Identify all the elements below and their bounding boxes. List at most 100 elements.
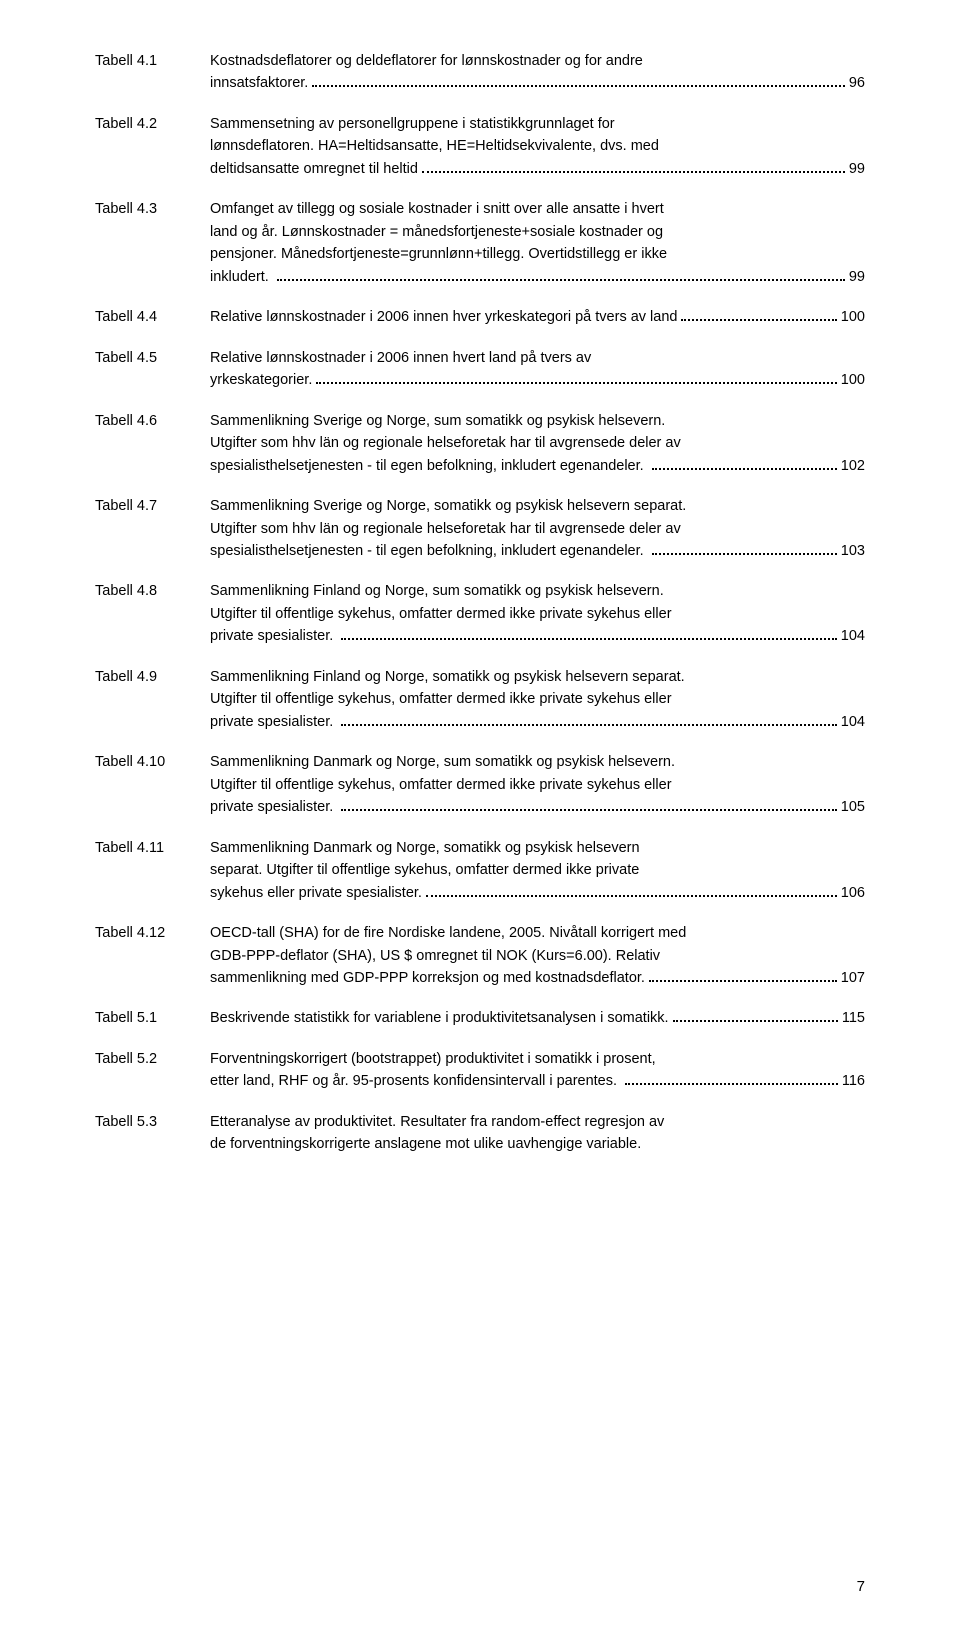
- toc-entry-lastline: etter land, RHF og år. 95-prosents konfi…: [210, 1070, 865, 1092]
- toc-entry-line: Sammenlikning Danmark og Norge, somatikk…: [210, 837, 865, 859]
- toc-entry-label: Tabell 4.2: [95, 113, 210, 135]
- toc-entry-text: innsatsfaktorer.: [210, 72, 308, 94]
- toc-entry-text: Sammenlikning Danmark og Norge, somatikk…: [210, 837, 640, 859]
- toc-leader-dots: [277, 268, 845, 281]
- toc-entry-line: pensjoner. Månedsfortjeneste=grunnlønn+t…: [210, 243, 865, 265]
- toc-entry-line: Utgifter som hhv län og regionale helsef…: [210, 518, 865, 540]
- toc-entry-lastline: spesialisthelsetjenesten - til egen befo…: [210, 455, 865, 477]
- toc-entry-line: Utgifter til offentlige sykehus, omfatte…: [210, 688, 865, 710]
- toc-entry-page: 104: [841, 625, 865, 647]
- toc-entry: Tabell 4.4Relative lønnskostnader i 2006…: [95, 306, 865, 328]
- toc-entry-text: Utgifter til offentlige sykehus, omfatte…: [210, 688, 672, 710]
- toc-entry-lastline: deltidsansatte omregnet til heltid 99: [210, 158, 865, 180]
- toc-leader-dots: [422, 160, 845, 173]
- toc-entry-label: Tabell 4.8: [95, 580, 210, 602]
- toc-entry-label: Tabell 4.9: [95, 666, 210, 688]
- toc-entry-line: GDB-PPP-deflator (SHA), US $ omregnet ti…: [210, 945, 865, 967]
- toc-entry-body: Sammensetning av personellgruppene i sta…: [210, 113, 865, 180]
- toc-entry: Tabell 4.11Sammenlikning Danmark og Norg…: [95, 837, 865, 904]
- toc-entry: Tabell 4.8Sammenlikning Finland og Norge…: [95, 580, 865, 647]
- toc-entry-label: Tabell 4.12: [95, 922, 210, 944]
- toc-entry-body: Beskrivende statistikk for variablene i …: [210, 1007, 865, 1029]
- toc-entry-line: Forventningskorrigert (bootstrappet) pro…: [210, 1048, 865, 1070]
- toc-entry: Tabell 4.12OECD-tall (SHA) for de fire N…: [95, 922, 865, 989]
- toc-entry-label: Tabell 5.3: [95, 1111, 210, 1133]
- toc-entry-page: 115: [842, 1007, 865, 1029]
- toc-entry-text: Kostnadsdeflatorer og deldeflatorer for …: [210, 50, 643, 72]
- toc-entry-line: land og år. Lønnskostnader = månedsfortj…: [210, 221, 865, 243]
- toc-entry-label: Tabell 4.10: [95, 751, 210, 773]
- toc-leader-dots: [652, 457, 837, 470]
- toc-entry-text: Sammenlikning Sverige og Norge, sum soma…: [210, 410, 665, 432]
- toc-entry-text: Sammenlikning Finland og Norge, somatikk…: [210, 666, 685, 688]
- toc-entry-text: inkludert.: [210, 266, 273, 288]
- toc-entry-page: 96: [849, 72, 865, 94]
- toc-leader-dots: [426, 884, 837, 897]
- toc-entry-text: land og år. Lønnskostnader = månedsfortj…: [210, 221, 663, 243]
- toc-entry-text: Sammenlikning Sverige og Norge, somatikk…: [210, 495, 686, 517]
- toc-entry-text: GDB-PPP-deflator (SHA), US $ omregnet ti…: [210, 945, 660, 967]
- toc-entry: Tabell 4.3Omfanget av tillegg og sosiale…: [95, 198, 865, 288]
- toc-entry-label: Tabell 4.1: [95, 50, 210, 72]
- toc-entry-label: Tabell 4.6: [95, 410, 210, 432]
- toc-entry-body: Omfanget av tillegg og sosiale kostnader…: [210, 198, 865, 288]
- toc-entry-text: OECD-tall (SHA) for de fire Nordiske lan…: [210, 922, 686, 944]
- toc-entry-label: Tabell 4.11: [95, 837, 210, 859]
- toc-entry-body: Etteranalyse av produktivitet. Resultate…: [210, 1111, 865, 1156]
- toc-entry-line: Sammenlikning Danmark og Norge, sum soma…: [210, 751, 865, 773]
- toc-entry-body: Forventningskorrigert (bootstrappet) pro…: [210, 1048, 865, 1093]
- toc-entry-page: 104: [841, 711, 865, 733]
- toc-leader-dots: [341, 628, 836, 641]
- toc-leader-dots: [652, 542, 837, 555]
- toc-entry-text: de forventningskorrigerte anslagene mot …: [210, 1133, 641, 1155]
- toc-leader-dots: [649, 969, 837, 982]
- toc-entry-body: Sammenlikning Finland og Norge, somatikk…: [210, 666, 865, 733]
- toc-entry-line: separat. Utgifter til offentlige sykehus…: [210, 859, 865, 881]
- toc-entry: Tabell 4.10Sammenlikning Danmark og Norg…: [95, 751, 865, 818]
- toc-entry-lastline: yrkeskategorier. 100: [210, 369, 865, 391]
- toc-entry-text: Omfanget av tillegg og sosiale kostnader…: [210, 198, 664, 220]
- toc-entry-label: Tabell 4.5: [95, 347, 210, 369]
- toc-entry-body: Kostnadsdeflatorer og deldeflatorer for …: [210, 50, 865, 95]
- toc-entry-line: Sammenlikning Finland og Norge, sum soma…: [210, 580, 865, 602]
- toc-entry-body: Sammenlikning Sverige og Norge, somatikk…: [210, 495, 865, 562]
- toc-entry-text: Utgifter til offentlige sykehus, omfatte…: [210, 774, 672, 796]
- toc-leader-dots: [316, 371, 836, 384]
- page: Tabell 4.1Kostnadsdeflatorer og deldefla…: [0, 0, 960, 1635]
- toc-entry: Tabell 4.7Sammenlikning Sverige og Norge…: [95, 495, 865, 562]
- toc-entry-line: Kostnadsdeflatorer og deldeflatorer for …: [210, 50, 865, 72]
- toc-entry-body: Sammenlikning Sverige og Norge, sum soma…: [210, 410, 865, 477]
- toc-entry-text: private spesialister.: [210, 711, 337, 733]
- toc-entry-lastline: spesialisthelsetjenesten - til egen befo…: [210, 540, 865, 562]
- toc-leader-dots: [625, 1073, 838, 1086]
- toc-entry-page: 116: [842, 1070, 865, 1092]
- toc-entry: Tabell 4.5Relative lønnskostnader i 2006…: [95, 347, 865, 392]
- toc-entry-text: Sammenlikning Danmark og Norge, sum soma…: [210, 751, 675, 773]
- toc-entry-line: Sammenlikning Finland og Norge, somatikk…: [210, 666, 865, 688]
- toc-entry-line: Relative lønnskostnader i 2006 innen hve…: [210, 347, 865, 369]
- toc-entry-body: Sammenlikning Danmark og Norge, somatikk…: [210, 837, 865, 904]
- toc-entry-label: Tabell 4.4: [95, 306, 210, 328]
- toc-entry-line: Utgifter som hhv län og regionale helsef…: [210, 432, 865, 454]
- table-of-tables: Tabell 4.1Kostnadsdeflatorer og deldefla…: [95, 50, 865, 1156]
- toc-entry-line: Sammenlikning Sverige og Norge, sum soma…: [210, 410, 865, 432]
- toc-entry: Tabell 4.2Sammensetning av personellgrup…: [95, 113, 865, 180]
- toc-entry-text: spesialisthelsetjenesten - til egen befo…: [210, 540, 648, 562]
- toc-entry-label: Tabell 4.7: [95, 495, 210, 517]
- toc-entry-page: 105: [841, 796, 865, 818]
- toc-entry-body: OECD-tall (SHA) for de fire Nordiske lan…: [210, 922, 865, 989]
- toc-entry-page: 100: [841, 369, 865, 391]
- toc-entry-page: 99: [849, 158, 865, 180]
- toc-entry-text: lønnsdeflatoren. HA=Heltidsansatte, HE=H…: [210, 135, 659, 157]
- toc-entry: Tabell 4.6Sammenlikning Sverige og Norge…: [95, 410, 865, 477]
- toc-entry-line: Utgifter til offentlige sykehus, omfatte…: [210, 603, 865, 625]
- toc-entry-line: de forventningskorrigerte anslagene mot …: [210, 1133, 865, 1155]
- toc-entry-text: Forventningskorrigert (bootstrappet) pro…: [210, 1048, 656, 1070]
- toc-entry-text: Sammensetning av personellgruppene i sta…: [210, 113, 615, 135]
- toc-entry-lastline: Relative lønnskostnader i 2006 innen hve…: [210, 306, 865, 328]
- toc-entry-text: Relative lønnskostnader i 2006 innen hve…: [210, 306, 677, 328]
- toc-entry: Tabell 5.2Forventningskorrigert (bootstr…: [95, 1048, 865, 1093]
- toc-entry-body: Sammenlikning Finland og Norge, sum soma…: [210, 580, 865, 647]
- toc-entry-text: Utgifter som hhv län og regionale helsef…: [210, 518, 681, 540]
- toc-entry-text: Beskrivende statistikk for variablene i …: [210, 1007, 669, 1029]
